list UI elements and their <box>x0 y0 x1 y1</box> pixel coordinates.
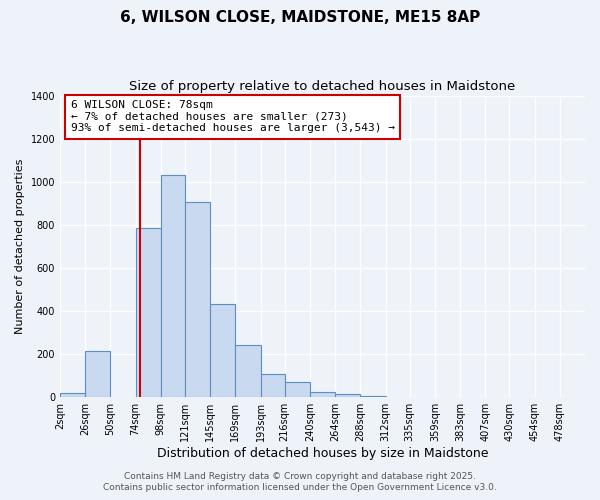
Bar <box>361 396 386 398</box>
Bar <box>161 176 185 398</box>
X-axis label: Distribution of detached houses by size in Maidstone: Distribution of detached houses by size … <box>157 447 488 460</box>
Bar <box>285 382 310 398</box>
Bar <box>335 394 361 398</box>
Text: 6 WILSON CLOSE: 78sqm
← 7% of detached houses are smaller (273)
93% of semi-deta: 6 WILSON CLOSE: 78sqm ← 7% of detached h… <box>71 100 395 134</box>
Bar <box>60 393 85 398</box>
Y-axis label: Number of detached properties: Number of detached properties <box>15 159 25 334</box>
Bar <box>136 228 161 398</box>
Bar <box>185 202 210 398</box>
Bar <box>235 344 260 398</box>
Bar <box>310 392 335 398</box>
Text: Contains HM Land Registry data © Crown copyright and database right 2025.
Contai: Contains HM Land Registry data © Crown c… <box>103 472 497 492</box>
Bar <box>85 351 110 398</box>
Bar <box>210 304 235 398</box>
Title: Size of property relative to detached houses in Maidstone: Size of property relative to detached ho… <box>130 80 515 93</box>
Bar <box>260 374 285 398</box>
Text: 6, WILSON CLOSE, MAIDSTONE, ME15 8AP: 6, WILSON CLOSE, MAIDSTONE, ME15 8AP <box>120 10 480 25</box>
